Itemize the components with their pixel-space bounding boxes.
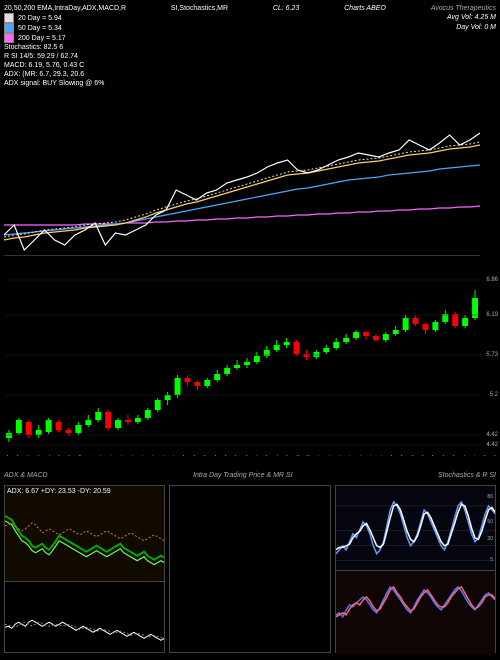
company-label: Avocus Therapeutics — [431, 4, 496, 13]
avgvol-label: Avg Vol: 4.25 M — [447, 13, 496, 23]
adx-values-label: ADX: 6.67 +DY: 23.53 -DY: 20.59 — [7, 488, 111, 495]
stoch-level: 5 — [490, 557, 493, 563]
swatch-50 — [4, 23, 14, 33]
macd-label: MACD: 6.19, 5.76, 0.43 C — [4, 61, 496, 70]
stoch-level: 80 — [487, 494, 493, 500]
stoch-rsi-panel: 80 50 30 5 — [335, 485, 496, 653]
swatch-20 — [4, 13, 14, 23]
stoch-level: 50 — [487, 519, 493, 525]
rsi-label: R SI 14/5: 59.29 / 62.74 — [4, 52, 496, 61]
ema200-label: 200 Day = 5.17 — [18, 34, 66, 43]
ema20-label: 20 Day = 5.94 — [18, 14, 62, 23]
panel-titles: ADX & MACD Intra Day Trading Price & MR … — [0, 472, 500, 479]
adx-macd-panel: ADX: 6.67 +DY: 23.53 -DY: 20.59 — [4, 485, 165, 653]
title-adx: ADX & MACD — [4, 472, 48, 479]
stoch-level: 30 — [487, 536, 493, 542]
close-label: CL: 6.23 — [273, 4, 299, 13]
intraday-panel — [169, 485, 330, 653]
bottom-panels: ADX: 6.67 +DY: 23.53 -DY: 20.59 80 50 30… — [0, 485, 500, 653]
ema50-label: 50 Day = 5.34 — [18, 24, 62, 33]
stoch-label: Stochastics: 82.5 6 — [4, 43, 496, 52]
date-axis: 28 Jul29 Jul30 Jul31 Jul3 Aug4 Aug5 Aug6… — [4, 455, 496, 467]
chart-container: 20,50,200 EMA,IntraDay,ADX,MACD,R SI,Sto… — [0, 0, 500, 660]
header-labels: 20,50,200 EMA,IntraDay,ADX,MACD,R SI,Sto… — [4, 4, 496, 88]
main-line-chart — [4, 85, 480, 256]
candlestick-chart — [4, 260, 480, 455]
title-stoch: Stochastics & R SI — [438, 472, 496, 479]
price-axis: 6.866.195.735.24.424.42 — [480, 260, 500, 455]
swatch-200 — [4, 33, 14, 43]
header-mid: SI,Stochastics,MR — [171, 4, 228, 13]
adx-label-top: ADX: (MR: 6.7, 29.3, 20.6 — [4, 70, 496, 79]
ticker-label: Charts ABEO — [344, 4, 386, 13]
dayvol-label: Day Vol: 0 M — [456, 23, 496, 33]
title-intra: Intra Day Trading Price & MR SI — [193, 472, 292, 479]
header-left: 20,50,200 EMA,IntraDay,ADX,MACD,R — [4, 4, 126, 13]
